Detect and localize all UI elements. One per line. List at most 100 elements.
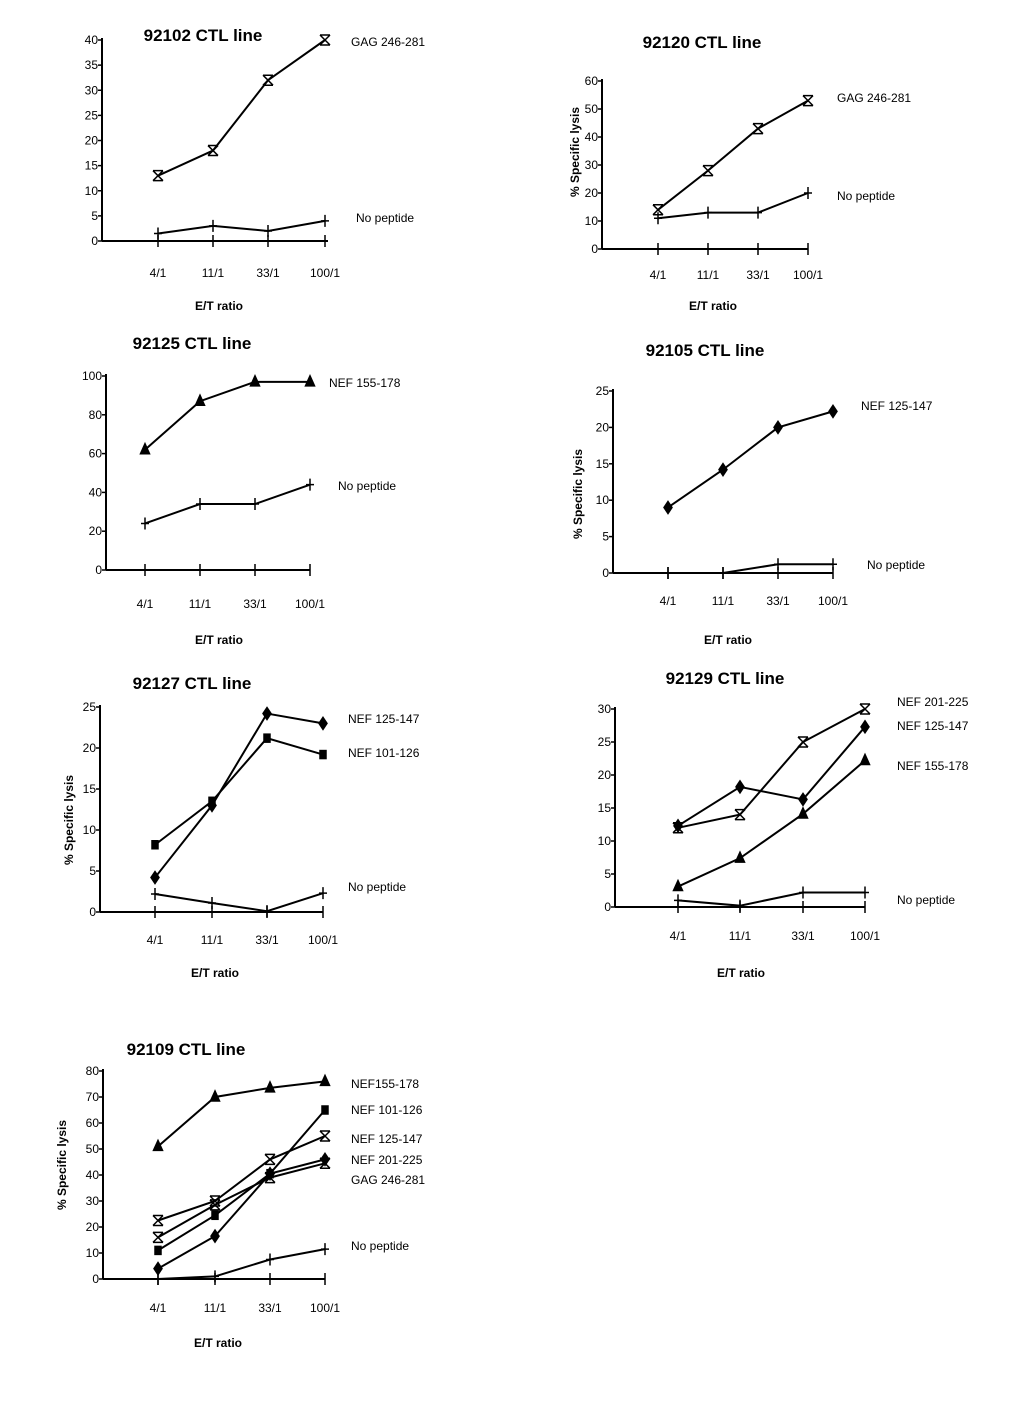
series-line <box>157 219 326 235</box>
series-no-peptide <box>151 887 327 918</box>
series-label: No peptide <box>348 880 406 894</box>
x-tick-label: 4/1 <box>150 266 167 280</box>
series-line <box>157 1080 326 1148</box>
y-tick-label: 0 <box>89 905 96 919</box>
data-point-x <box>752 122 764 135</box>
data-point-plus <box>196 498 204 511</box>
x-tick-label: 33/1 <box>256 266 280 280</box>
series-nef-125-147 <box>152 1130 331 1227</box>
y-tick-label: 20 <box>596 420 610 434</box>
y-tick-label: 10 <box>83 823 97 837</box>
x-tick-label: 100/1 <box>818 594 848 608</box>
data-point-x <box>209 1195 221 1207</box>
data-point-x <box>319 1157 331 1170</box>
series-line <box>144 483 311 525</box>
data-point-x <box>797 736 809 748</box>
chart-panel-2: 92120 CTL line 0 10 20 30 40 50 60 4/1 11/1 33/1 10… <box>568 33 911 313</box>
data-point-x <box>264 1171 276 1184</box>
data-point-plus <box>319 887 327 900</box>
chart-title: 92127 CTL line <box>133 674 252 693</box>
series-gag-246-281 <box>652 94 814 216</box>
x-tick-label: 33/1 <box>255 933 279 947</box>
x-tick-label: 11/1 <box>712 594 735 608</box>
data-point-plus <box>321 214 329 227</box>
data-point-square <box>154 1245 162 1256</box>
data-point-x <box>152 1214 164 1227</box>
data-point-plus <box>321 1243 329 1256</box>
data-point-diamond <box>150 870 160 885</box>
data-point-diamond <box>320 1152 330 1167</box>
series-label: No peptide <box>897 893 955 907</box>
series-nef-155-178 <box>139 373 316 455</box>
data-point-plus <box>211 1270 219 1283</box>
y-tick-label: 40 <box>585 130 599 144</box>
chart-panel-6: 92129 CTL line 0 5 10 15 20 25 30 4/1 11/1 33/1 100… <box>598 669 969 980</box>
chart-title: 92129 CTL line <box>666 669 785 688</box>
data-point-diamond <box>210 1228 220 1244</box>
x-tick-label: 4/1 <box>147 933 164 947</box>
x-tick-label: 4/1 <box>150 1301 167 1315</box>
x-axis-label: E/T ratio <box>195 633 243 647</box>
series-no-peptide <box>154 1243 329 1285</box>
data-point-x <box>262 74 274 86</box>
chart-panel-5: 92127 CTL line 0 5 10 15 20 25 4/1 11/1 33/1 100/1… <box>62 674 420 980</box>
data-point-square <box>208 796 216 807</box>
chart-panel-4: 92105 CTL line 0 5 10 15 20 25 4/1 11/1 33/1 100/1… <box>571 341 933 647</box>
data-point-diamond <box>828 404 838 419</box>
data-point-plus <box>264 224 272 237</box>
x-tick-label: 33/1 <box>258 1301 282 1315</box>
y-tick-label: 10 <box>86 1246 100 1260</box>
data-point-plus <box>251 498 259 511</box>
data-point-triangle <box>304 373 316 387</box>
data-point-diamond <box>798 792 808 807</box>
x-tick-label: 11/1 <box>729 929 752 943</box>
series-nef-125-147 <box>150 706 328 885</box>
data-point-square <box>321 1105 329 1115</box>
series-line <box>677 726 866 827</box>
x-axis-label: E/T ratio <box>194 1336 242 1350</box>
series-label: GAG 246-281 <box>351 1173 425 1187</box>
data-point-diamond <box>673 818 683 834</box>
series-label: NEF 155-178 <box>897 759 969 773</box>
data-point-triangle <box>859 752 871 766</box>
y-tick-label: 70 <box>86 1090 100 1104</box>
series-label: NEF 125-147 <box>897 719 969 733</box>
data-point-square <box>263 733 271 743</box>
series-line <box>157 1135 326 1222</box>
series-line <box>157 1109 326 1252</box>
y-tick-label: 60 <box>86 1116 100 1130</box>
series-label: No peptide <box>351 1239 409 1253</box>
series-no-peptide <box>154 214 329 240</box>
x-tick-label: 4/1 <box>670 929 687 943</box>
y-tick-label: 25 <box>598 735 612 749</box>
y-tick-label: 35 <box>85 58 99 72</box>
data-point-plus <box>306 478 314 491</box>
y-tick-label: 25 <box>83 700 97 714</box>
y-tick-label: 0 <box>602 566 609 580</box>
data-point-square <box>151 840 159 850</box>
series-no-peptide <box>664 558 837 579</box>
data-point-plus <box>151 887 159 900</box>
y-tick-label: 15 <box>83 782 97 796</box>
y-tick-label: 60 <box>585 74 599 88</box>
y-tick-label: 40 <box>85 33 99 47</box>
x-tick-label: 11/1 <box>189 597 212 611</box>
data-point-x <box>859 703 871 715</box>
series-nef-125-147 <box>663 404 838 515</box>
series-nef-155-178 <box>672 752 871 892</box>
series-nef-201-225 <box>153 1152 330 1276</box>
series-label: No peptide <box>338 479 396 493</box>
y-tick-label: 25 <box>596 384 610 398</box>
x-tick-label: 4/1 <box>660 594 677 608</box>
chart-panel-3: 92125 CTL line 0 20 40 60 80 100 4/1 11/1 33/1 100… <box>82 334 401 647</box>
series-line <box>668 563 833 574</box>
y-tick-label: 50 <box>86 1142 100 1156</box>
x-tick-label: 100/1 <box>310 1301 340 1315</box>
y-tick-label: 40 <box>86 1168 100 1182</box>
x-tick-label: 100/1 <box>793 268 823 282</box>
data-point-plus <box>674 894 682 907</box>
y-tick-label: 15 <box>598 801 612 815</box>
data-point-triangle <box>249 373 261 387</box>
data-point-plus <box>704 206 712 219</box>
